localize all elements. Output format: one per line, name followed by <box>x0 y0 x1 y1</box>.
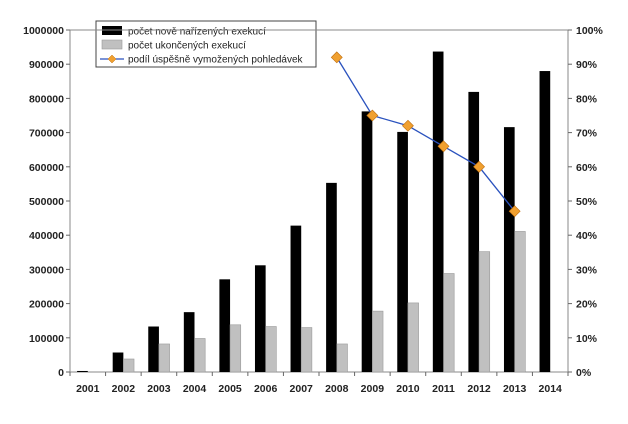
bar-new-executions <box>219 279 231 372</box>
y-right-tick-label: 40% <box>576 230 598 242</box>
line-marker <box>508 205 521 218</box>
y-left-tick-label: 200000 <box>29 299 64 311</box>
bar-closed-executions <box>478 251 491 373</box>
bar-new-executions <box>290 225 302 372</box>
plot-area <box>69 29 569 373</box>
x-tick-label: 2009 <box>361 383 385 395</box>
x-tick-label: 2004 <box>183 383 207 395</box>
bar-new-executions <box>361 111 373 373</box>
x-tick-label: 2001 <box>76 383 100 395</box>
y-right-tick-label: 10% <box>576 333 598 345</box>
x-tick-label: 2002 <box>112 383 136 395</box>
bar-closed-executions <box>123 358 135 373</box>
line-recovery-share <box>336 57 516 212</box>
bar-closed-executions <box>336 343 348 373</box>
bar-closed-executions <box>300 327 313 373</box>
legend-entry-label: počet nově nařízených exekucí <box>128 27 266 38</box>
legend-swatch-marker <box>107 54 117 64</box>
y-right-tick-label: 50% <box>576 196 598 208</box>
bar-closed-executions <box>194 338 206 373</box>
x-tick-label: 2012 <box>467 383 491 395</box>
bar-new-executions <box>112 352 124 372</box>
line-marker <box>402 119 414 132</box>
x-tick-label: 2005 <box>218 383 242 395</box>
bar-new-executions <box>468 91 480 373</box>
y-left-tick-label: 1000000 <box>23 25 64 37</box>
bar-new-executions <box>503 127 515 372</box>
x-tick-label: 2011 <box>432 383 455 395</box>
legend-entry-label: podíl úspěšně vymožených pohledávek <box>128 55 304 66</box>
x-tick-label: 2010 <box>396 383 420 395</box>
x-tick-label: 2013 <box>503 383 527 395</box>
y-right-tick-label: 70% <box>576 128 598 140</box>
y-left-tick-label: 600000 <box>29 162 64 174</box>
bar-closed-executions <box>229 324 242 373</box>
line-marker <box>473 160 485 173</box>
y-right-tick-label: 0% <box>576 367 592 379</box>
legend: počet nově nařízených exekucí počet ukonč… <box>95 20 317 68</box>
y-left-tick-label: 100000 <box>29 333 64 345</box>
y-left-tick-label: 800000 <box>29 93 64 105</box>
bar-new-executions <box>326 182 337 372</box>
x-tick-label: 2003 <box>147 383 171 395</box>
line-marker <box>330 51 343 64</box>
x-tick-label: 2008 <box>325 383 349 395</box>
y-left-tick-label: 500000 <box>29 196 64 208</box>
y-right-tick-label: 100% <box>576 25 604 37</box>
x-tick-label: 2006 <box>254 383 278 395</box>
bar-closed-executions <box>407 302 419 373</box>
y-right-tick-label: 90% <box>576 59 598 71</box>
legend-entry-label: počet ukončených exekucí <box>128 41 246 52</box>
x-tick-label: 2014 <box>539 383 563 395</box>
bar-closed-executions <box>443 273 455 373</box>
y-left-tick-label: 0 <box>58 367 64 379</box>
bar-closed-executions <box>514 231 526 373</box>
y-right-tick-label: 80% <box>576 93 598 105</box>
y-left-tick-label: 300000 <box>29 264 64 276</box>
legend-box <box>95 20 317 68</box>
bar-new-executions <box>77 370 88 372</box>
line-marker <box>437 140 450 153</box>
bar-new-executions <box>397 131 408 372</box>
bar-new-executions <box>148 326 159 372</box>
legend-swatch-closed-executions <box>101 39 123 50</box>
bar-closed-executions <box>372 310 384 373</box>
y-right-tick-label: 20% <box>576 299 598 311</box>
bar-new-executions <box>432 51 444 373</box>
bar-closed-executions <box>265 326 277 373</box>
bar-new-executions <box>539 71 551 372</box>
y-right-tick-label: 60% <box>576 162 598 174</box>
bar-new-executions <box>183 312 195 372</box>
y-left-tick-label: 900000 <box>29 59 64 71</box>
y-left-tick-label: 400000 <box>29 230 64 242</box>
bar-closed-executions <box>158 343 170 373</box>
line-marker <box>366 109 379 122</box>
x-tick-label: 2007 <box>290 383 314 395</box>
y-right-tick-label: 30% <box>576 264 598 276</box>
y-left-tick-label: 700000 <box>29 128 64 140</box>
bar-new-executions <box>254 265 266 372</box>
